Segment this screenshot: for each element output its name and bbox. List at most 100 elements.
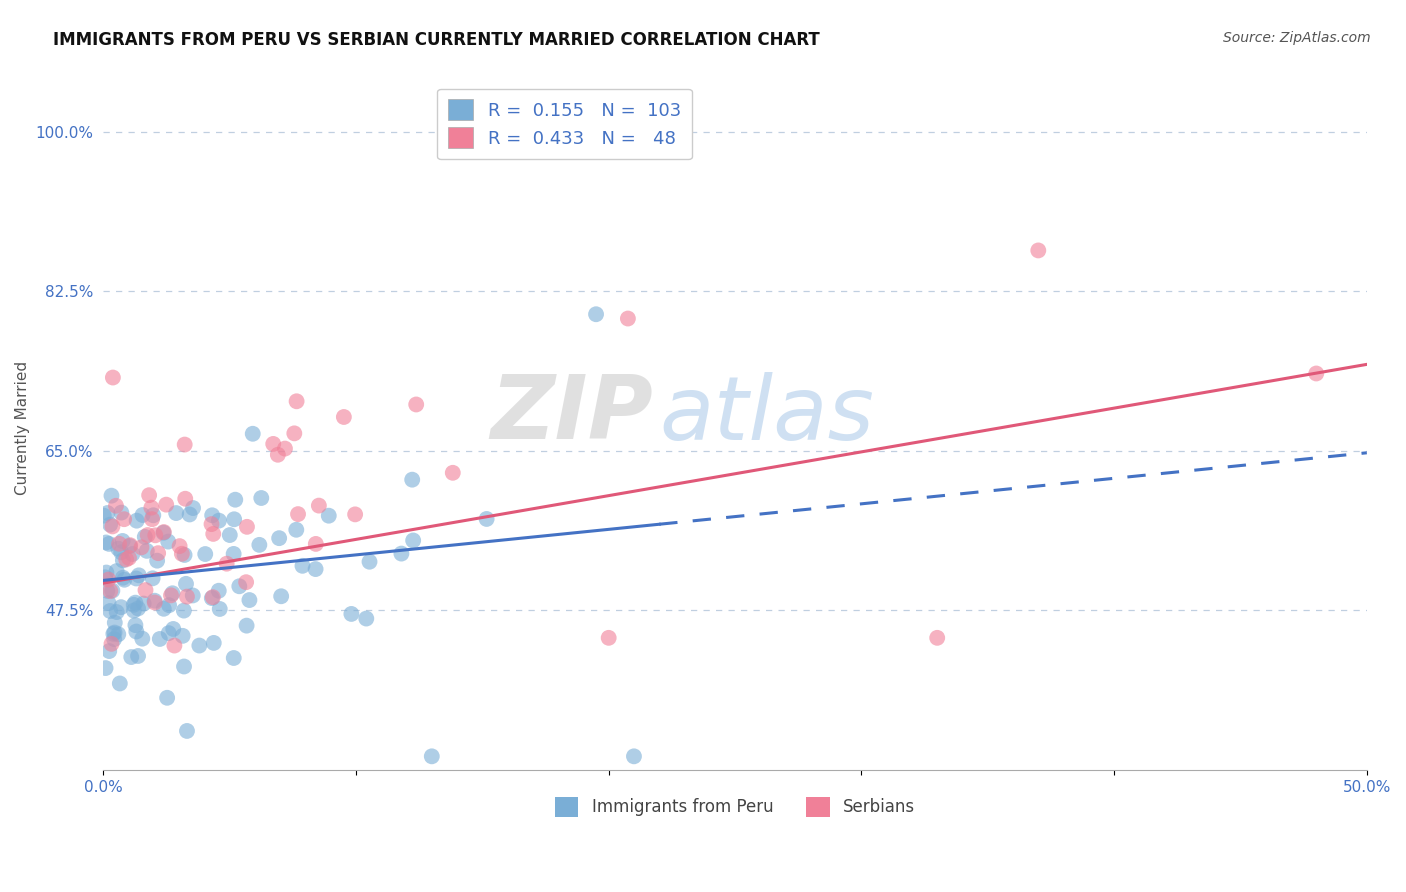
Point: [927, 631, 949, 645]
Point: [174, 491, 197, 506]
Point: [208, 583, 231, 598]
Point: [162, 586, 184, 600]
Point: [122, 604, 145, 618]
Point: [134, 530, 156, 544]
Point: [242, 426, 264, 441]
Point: [103, 627, 125, 641]
Point: [157, 626, 180, 640]
Point: [356, 611, 378, 625]
Point: [247, 538, 270, 552]
Point: [359, 555, 381, 569]
Point: [93, 508, 115, 523]
Point: [138, 488, 160, 502]
Point: [143, 595, 166, 609]
Point: [173, 437, 195, 451]
Point: [124, 618, 146, 632]
Point: [181, 589, 204, 603]
Point: [125, 572, 148, 586]
Point: [285, 523, 308, 537]
Point: [163, 639, 186, 653]
Point: [104, 499, 127, 513]
Text: Source: ZipAtlas.com: Source: ZipAtlas.com: [1223, 31, 1371, 45]
Point: [121, 547, 143, 561]
Point: [176, 723, 198, 738]
Point: [120, 538, 142, 552]
Point: [107, 627, 129, 641]
Point: [1026, 244, 1049, 258]
Point: [179, 508, 201, 522]
Y-axis label: Currently Married: Currently Married: [15, 361, 30, 495]
Point: [128, 568, 150, 582]
Point: [202, 636, 225, 650]
Point: [181, 501, 204, 516]
Text: IMMIGRANTS FROM PERU VS SERBIAN CURRENTLY MARRIED CORRELATION CHART: IMMIGRANTS FROM PERU VS SERBIAN CURRENTL…: [53, 31, 820, 49]
Point: [269, 531, 291, 545]
Point: [401, 473, 423, 487]
Point: [287, 507, 309, 521]
Point: [270, 589, 292, 603]
Point: [174, 577, 197, 591]
Point: [94, 570, 117, 584]
Point: [97, 596, 120, 610]
Point: [112, 512, 135, 526]
Point: [155, 498, 177, 512]
Point: [285, 394, 308, 409]
Point: [141, 512, 163, 526]
Point: [111, 553, 134, 567]
Point: [101, 519, 124, 533]
Point: [585, 307, 607, 321]
Point: [96, 506, 118, 520]
Point: [222, 547, 245, 561]
Point: [100, 489, 122, 503]
Point: [101, 370, 124, 384]
Point: [142, 571, 165, 585]
Point: [118, 539, 141, 553]
Point: [274, 442, 297, 456]
Point: [131, 508, 153, 522]
Point: [475, 512, 498, 526]
Point: [111, 533, 134, 548]
Point: [110, 545, 132, 559]
Point: [111, 571, 134, 585]
Point: [340, 607, 363, 621]
Point: [176, 590, 198, 604]
Point: [291, 558, 314, 573]
Point: [201, 591, 224, 606]
Point: [305, 537, 328, 551]
Point: [122, 598, 145, 612]
Point: [157, 598, 180, 612]
Point: [222, 651, 245, 665]
Point: [94, 535, 117, 549]
Point: [136, 528, 159, 542]
Point: [141, 500, 163, 515]
Point: [250, 491, 273, 505]
Point: [149, 632, 172, 646]
Point: [173, 548, 195, 562]
Point: [308, 499, 330, 513]
Point: [100, 637, 122, 651]
Point: [173, 604, 195, 618]
Point: [107, 541, 129, 556]
Point: [125, 624, 148, 639]
Point: [173, 659, 195, 673]
Point: [124, 596, 146, 610]
Point: [156, 690, 179, 705]
Point: [224, 512, 246, 526]
Legend: Immigrants from Peru, Serbians: Immigrants from Peru, Serbians: [548, 790, 922, 823]
Point: [127, 648, 149, 663]
Point: [98, 537, 121, 551]
Point: [208, 514, 231, 528]
Point: [283, 426, 305, 441]
Point: [267, 448, 290, 462]
Point: [142, 508, 165, 523]
Point: [152, 601, 174, 615]
Point: [146, 546, 169, 560]
Point: [262, 437, 284, 451]
Point: [98, 604, 121, 618]
Point: [108, 537, 131, 551]
Point: [98, 584, 121, 599]
Point: [127, 601, 149, 615]
Point: [94, 661, 117, 675]
Point: [208, 602, 231, 616]
Point: [420, 749, 443, 764]
